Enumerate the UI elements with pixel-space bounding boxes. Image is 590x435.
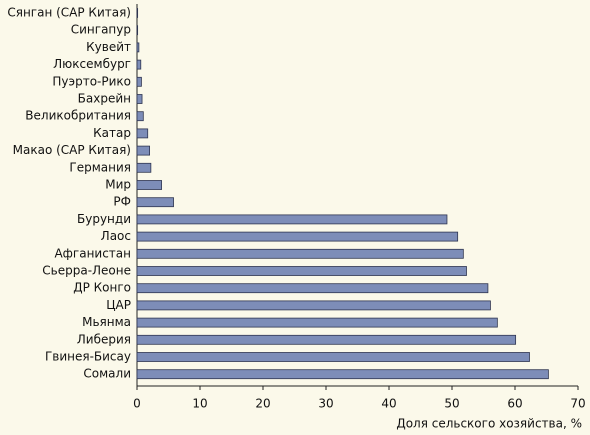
x-tick-label: 60: [507, 397, 522, 411]
y-tick-label: Сингапур: [71, 23, 131, 37]
bar: [136, 145, 150, 156]
bar: [136, 283, 489, 294]
x-tick-label: 20: [255, 397, 270, 411]
bar: [136, 42, 140, 53]
bar: [136, 369, 549, 380]
y-tick-label: Либерия: [77, 332, 131, 346]
y-tick-label: РФ: [113, 195, 131, 209]
bar: [136, 111, 144, 122]
bar: [136, 76, 142, 87]
y-tick-label: Сомали: [83, 367, 131, 381]
bar: [136, 59, 142, 70]
bar: [136, 180, 162, 190]
y-tick-label: Афганистан: [54, 246, 131, 260]
x-tick-label: 40: [381, 397, 396, 411]
bar: [136, 334, 517, 345]
bar: [136, 231, 459, 242]
x-tick-label: 50: [444, 397, 459, 411]
y-tick-label: Кувейт: [86, 40, 131, 54]
bar: [136, 266, 467, 276]
y-tick-label: Лаос: [101, 229, 131, 243]
bar: [136, 25, 139, 36]
y-tick-label: Бурунди: [77, 212, 131, 226]
y-tick-label: Великобритания: [25, 109, 131, 123]
y-tick-label: Мьянма: [82, 315, 131, 329]
y-tick-label: Катар: [93, 126, 131, 140]
x-tick-label: 70: [570, 397, 585, 411]
bar: [136, 162, 152, 173]
x-axis-label: Доля сельского хозяйства, %: [396, 417, 582, 431]
bar: [136, 317, 498, 328]
bar: [136, 94, 143, 104]
y-tick-label: Пуэрто-Рико: [52, 74, 131, 88]
bar: [136, 128, 149, 139]
y-tick-label: ДР Конго: [73, 281, 131, 295]
bar: [136, 197, 174, 208]
y-tick-label: Мир: [105, 178, 131, 192]
bar: [136, 214, 448, 225]
y-tick-label: Макао (САР Китая): [13, 143, 131, 157]
x-tick-label: 30: [318, 397, 333, 411]
bar: [136, 352, 530, 362]
y-tick-label: Германия: [69, 160, 131, 174]
bar: [136, 248, 464, 259]
y-tick-label: Сянган (САР Китая): [7, 6, 131, 20]
y-tick-label: Гвинея-Бисау: [45, 350, 131, 364]
bar: [136, 8, 139, 18]
y-tick-label: Бахрейн: [78, 92, 131, 106]
y-tick-label: ЦАР: [106, 298, 131, 312]
x-tick-label: 10: [192, 397, 207, 411]
y-tick-label: Люксембург: [53, 57, 131, 71]
y-tick-label: Сьерра-Леоне: [42, 264, 131, 278]
bar: [136, 300, 491, 311]
x-tick-label: 0: [133, 397, 141, 411]
